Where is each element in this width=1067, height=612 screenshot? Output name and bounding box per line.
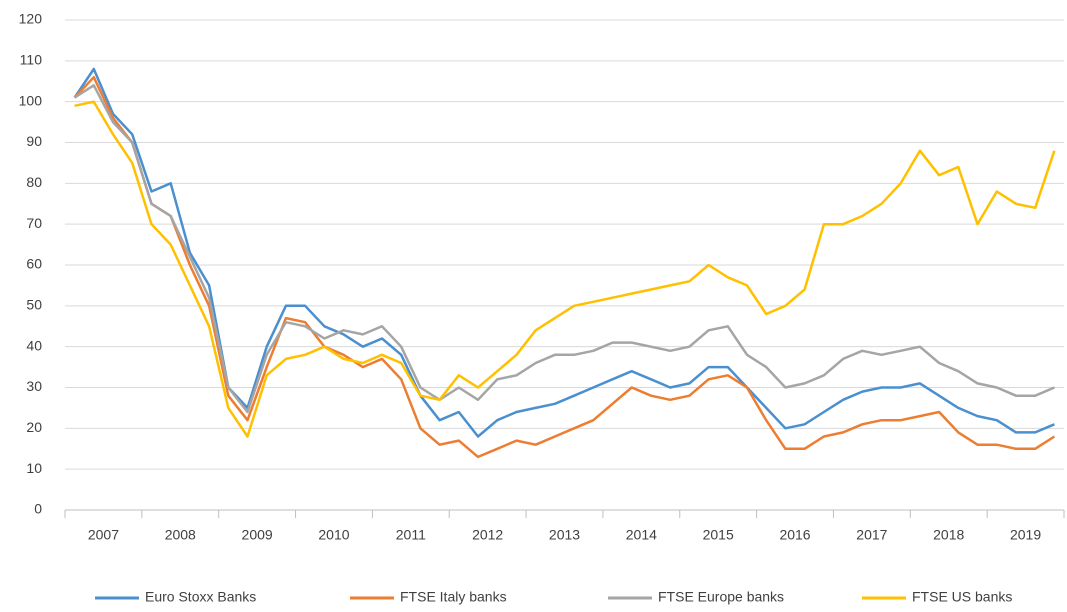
series-line — [74, 100, 1056, 438]
legend-label: FTSE US banks — [912, 589, 1012, 605]
legend-label: Euro Stoxx Banks — [145, 589, 256, 605]
y-tick-label: 90 — [26, 133, 42, 149]
x-tick-label: 2007 — [88, 527, 119, 543]
x-tick-label: 2019 — [1010, 527, 1041, 543]
y-tick-label: 10 — [26, 460, 42, 476]
x-tick-label: 2008 — [165, 527, 196, 543]
x-tick-label: 2010 — [318, 527, 349, 543]
y-tick-label: 20 — [26, 419, 42, 435]
series-line — [73, 84, 1055, 414]
x-tick-label: 2018 — [933, 527, 964, 543]
x-tick-label: 2015 — [703, 527, 734, 543]
y-tick-label: 40 — [26, 337, 42, 353]
y-tick-label: 60 — [26, 256, 42, 272]
legend-label: FTSE Europe banks — [658, 589, 784, 605]
x-tick-label: 2011 — [396, 527, 426, 543]
y-tick-label: 70 — [26, 215, 42, 231]
x-tick-label: 2009 — [242, 527, 273, 543]
series-line — [73, 67, 1055, 438]
y-tick-label: 0 — [34, 501, 42, 517]
x-tick-label: 2017 — [856, 527, 887, 543]
x-tick-label: 2013 — [549, 527, 580, 543]
y-tick-label: 30 — [26, 378, 42, 394]
x-tick-label: 2014 — [626, 527, 657, 543]
y-tick-label: 100 — [19, 92, 43, 108]
y-tick-label: 80 — [26, 174, 42, 190]
x-tick-label: 2012 — [472, 527, 503, 543]
series-line — [73, 75, 1056, 459]
x-tick-label: 2016 — [779, 527, 810, 543]
y-tick-label: 110 — [20, 52, 43, 68]
y-tick-label: 50 — [26, 297, 42, 313]
y-tick-label: 120 — [19, 11, 43, 27]
legend-label: FTSE Italy banks — [400, 589, 507, 605]
